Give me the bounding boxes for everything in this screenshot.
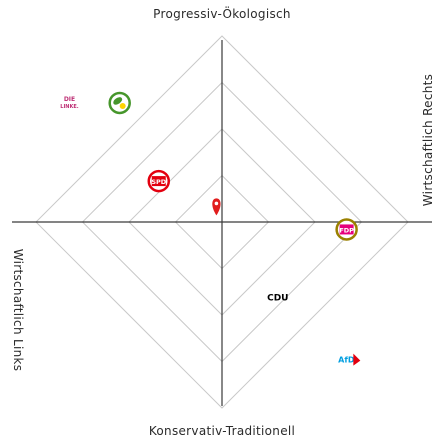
party-logo-text: DIE <box>64 96 75 103</box>
party-point-afd: AfD <box>338 353 361 366</box>
pin-dot <box>214 201 219 206</box>
party-point-spd: SPD <box>147 169 171 193</box>
right-axis-label: Wirtschaftlich Rechts <box>421 74 435 206</box>
left-axis-label: Wirtschaftlich Links <box>11 249 25 372</box>
top-axis-label: Progressiv-Ökologisch <box>153 5 291 21</box>
party-point-fdp: FDP <box>335 218 358 241</box>
party-logo-text: AfD <box>338 356 355 365</box>
sunflower-leaf-icon <box>113 97 123 105</box>
afd-arrow-icon <box>353 353 361 366</box>
party-logo-text: FDP <box>339 226 354 234</box>
party-point-b-ndnis-90-die-gr-nen <box>108 91 131 115</box>
party-logo-text: CDU <box>267 293 288 303</box>
sunflower-icon <box>119 102 126 109</box>
grid-rhombus-4 <box>35 35 409 409</box>
location-pin-icon <box>212 198 221 216</box>
party-logo-box <box>151 176 166 187</box>
party-logo-text: SPD <box>151 178 166 186</box>
party-logo-text: LINKE. <box>60 104 79 110</box>
user-position-marker <box>212 198 221 216</box>
bottom-axis-label: Konservativ-Traditionell <box>149 424 295 438</box>
party-logo-box <box>339 224 354 235</box>
party-point-cdu: CDU <box>267 293 288 303</box>
